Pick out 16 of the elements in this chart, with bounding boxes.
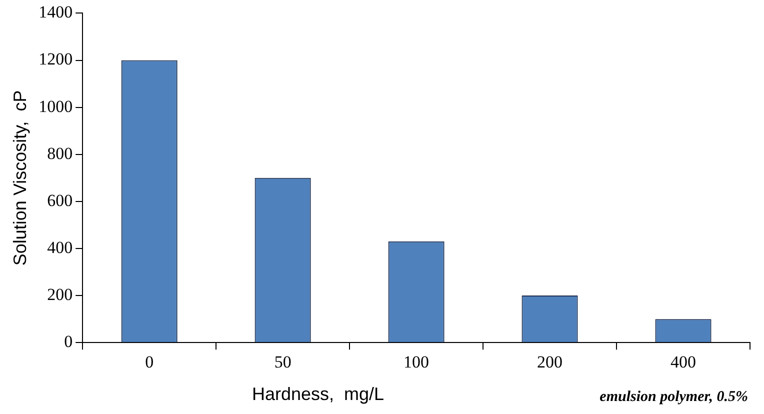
y-axis-title: Solution Viscosity, cP bbox=[10, 90, 30, 266]
x-tick-label: 0 bbox=[145, 352, 154, 372]
x-tick-label: 100 bbox=[404, 352, 430, 372]
x-tick-label: 200 bbox=[537, 352, 563, 372]
x-axis-title: Hardness, mg/L bbox=[252, 384, 384, 404]
y-tick-label: 1200 bbox=[38, 50, 73, 69]
y-tick-label: 400 bbox=[47, 238, 73, 257]
y-tick-label: 800 bbox=[47, 144, 73, 163]
y-tick-label: 0 bbox=[64, 332, 73, 352]
x-tick-label: 50 bbox=[274, 352, 292, 372]
y-tick-label: 1400 bbox=[38, 2, 73, 22]
y-tick-label: 600 bbox=[47, 190, 73, 210]
y-tick-label: 1000 bbox=[38, 96, 73, 116]
x-tick-label: 400 bbox=[670, 352, 696, 372]
text: emulsion polymer, 0.5% bbox=[600, 388, 748, 405]
y-tick-label: 200 bbox=[47, 285, 73, 304]
